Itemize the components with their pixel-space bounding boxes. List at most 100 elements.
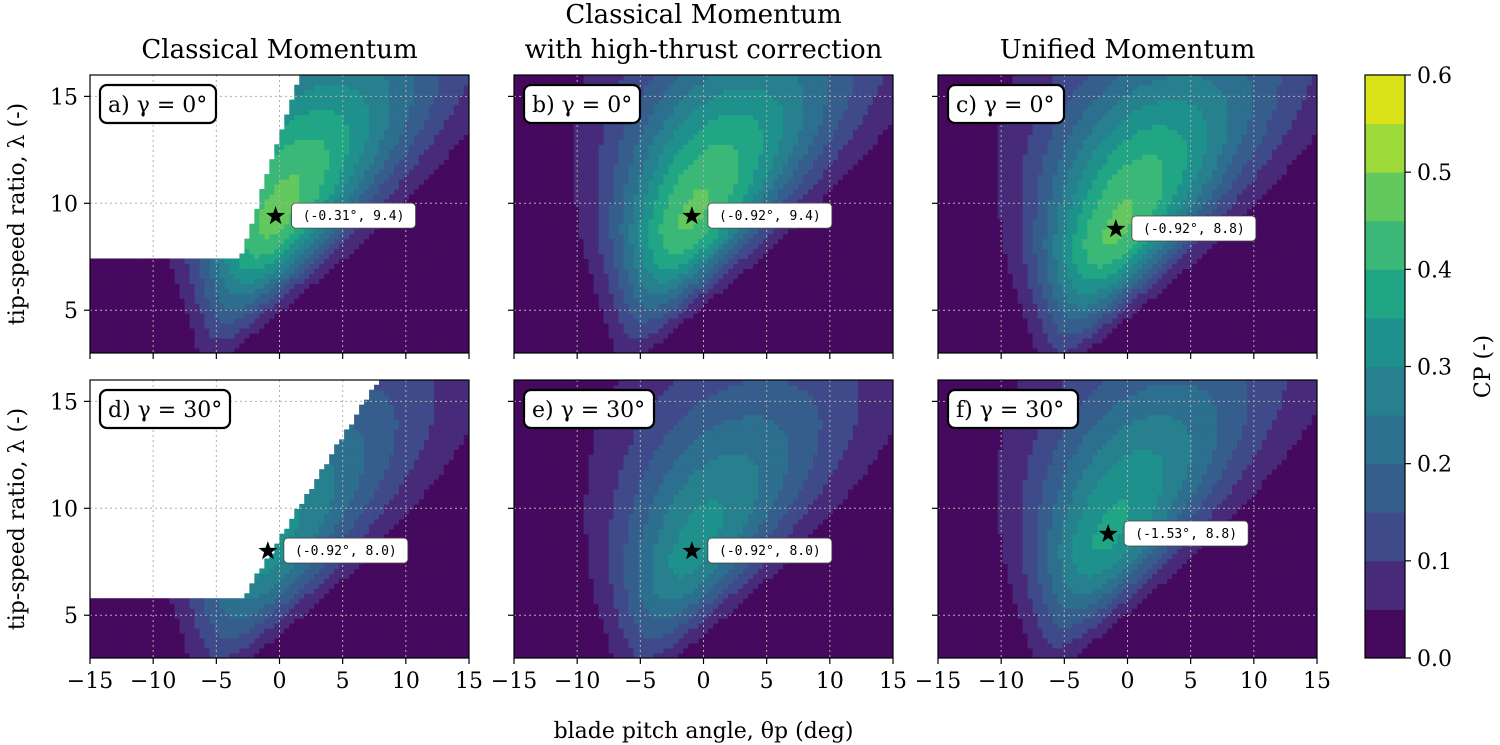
cp-cell xyxy=(573,134,580,140)
cp-cell xyxy=(114,263,121,270)
cp-cell xyxy=(578,144,585,150)
cp-cell xyxy=(428,228,435,235)
cp-cell xyxy=(523,268,530,274)
cp-cell xyxy=(428,288,435,294)
cp-cell xyxy=(573,79,580,86)
cp-cell xyxy=(299,79,305,86)
cp-cell xyxy=(279,283,285,289)
cp-cell xyxy=(299,228,305,235)
cp-cell xyxy=(428,134,435,140)
cp-cell xyxy=(583,233,590,240)
cp-cell xyxy=(683,188,689,195)
cp-cell xyxy=(184,327,191,334)
cp-cell xyxy=(159,327,166,334)
cp-cell xyxy=(403,184,410,190)
cp-cell xyxy=(583,308,590,314)
cp-cell xyxy=(633,174,640,180)
cp-cell xyxy=(648,169,655,175)
cp-cell xyxy=(408,188,415,195)
cp-cell xyxy=(514,84,520,91)
cp-cell xyxy=(334,313,340,319)
cp-cell xyxy=(548,174,555,180)
cp-cell xyxy=(453,268,460,274)
cp-cell xyxy=(379,129,385,135)
cp-cell xyxy=(603,288,610,294)
cp-cell xyxy=(683,228,689,235)
cp-cell xyxy=(329,248,335,255)
cp-cell xyxy=(314,174,320,180)
cp-cell xyxy=(558,144,565,150)
cp-cell xyxy=(319,293,325,299)
cp-cell xyxy=(438,243,445,250)
cp-cell xyxy=(433,298,440,304)
cp-cell xyxy=(184,308,191,314)
cp-cell xyxy=(134,283,141,289)
cp-cell xyxy=(458,283,465,289)
cp-cell xyxy=(413,208,420,215)
cp-cell xyxy=(433,203,440,210)
cp-cell xyxy=(393,248,400,255)
cp-cell xyxy=(543,159,550,165)
cp-cell xyxy=(593,228,600,235)
cp-cell xyxy=(528,318,535,324)
cp-cell xyxy=(663,298,669,304)
cp-cell xyxy=(663,104,669,111)
cp-cell xyxy=(528,223,535,230)
cp-cell xyxy=(279,342,285,349)
cp-cell xyxy=(578,154,585,160)
cp-cell xyxy=(359,323,365,329)
cp-cell xyxy=(364,248,370,255)
cp-cell xyxy=(224,318,231,324)
cp-cell xyxy=(418,119,425,126)
cp-cell xyxy=(643,273,650,279)
cp-cell xyxy=(90,342,96,349)
cp-cell xyxy=(393,258,400,265)
cp-cell xyxy=(174,293,181,299)
cp-cell xyxy=(299,109,305,116)
cp-cell xyxy=(428,79,435,86)
cp-cell xyxy=(453,248,460,255)
cp-cell xyxy=(134,268,141,274)
cp-cell xyxy=(364,332,370,339)
cp-cell xyxy=(104,273,111,279)
cp-cell xyxy=(683,134,689,140)
cp-cell xyxy=(264,233,270,240)
cp-cell xyxy=(319,268,325,274)
cp-cell xyxy=(438,327,445,334)
cp-cell xyxy=(673,94,679,101)
cp-cell xyxy=(548,243,555,250)
cp-cell xyxy=(423,139,430,145)
cp-cell xyxy=(389,154,395,160)
cp-cell xyxy=(638,134,645,140)
cp-cell xyxy=(678,198,684,205)
cp-cell xyxy=(463,84,469,91)
cp-cell xyxy=(314,268,320,274)
cp-cell xyxy=(428,248,435,255)
cp-cell xyxy=(443,203,450,210)
cp-cell xyxy=(408,124,415,131)
cp-cell xyxy=(344,174,350,180)
cp-cell xyxy=(194,288,201,294)
cp-cell xyxy=(653,124,660,131)
cp-cell xyxy=(543,184,550,190)
cp-cell xyxy=(154,332,161,339)
cp-cell xyxy=(573,223,580,230)
cp-cell xyxy=(453,169,460,175)
cp-cell xyxy=(673,298,679,304)
cp-cell xyxy=(598,313,605,319)
cp-cell xyxy=(553,347,560,353)
cp-cell xyxy=(244,293,250,299)
cp-cell xyxy=(598,283,605,289)
cp-cell xyxy=(214,327,221,334)
cp-cell xyxy=(364,253,370,260)
cp-cell xyxy=(339,248,345,255)
cp-cell xyxy=(344,188,350,195)
cp-cell xyxy=(349,184,355,190)
cp-cell xyxy=(458,84,465,91)
cp-cell xyxy=(548,327,555,334)
cp-cell xyxy=(668,124,674,131)
cp-cell xyxy=(384,308,390,314)
cp-cell xyxy=(209,327,216,334)
cp-cell xyxy=(578,273,585,279)
cp-cell xyxy=(553,337,560,344)
